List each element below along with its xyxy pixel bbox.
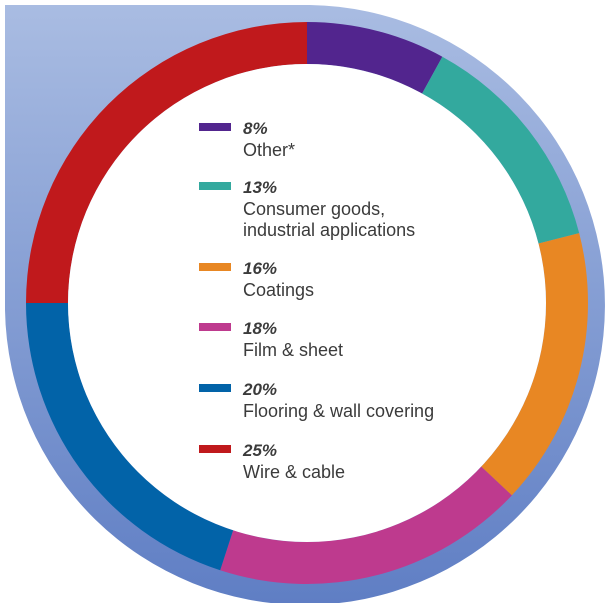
donut-slice <box>307 22 443 94</box>
donut-slice <box>26 303 234 571</box>
legend-swatch <box>199 323 231 331</box>
legend-swatch <box>199 445 231 453</box>
legend-label: Coatings <box>243 280 314 300</box>
legend-label: Flooring & wall covering <box>243 401 434 421</box>
legend-label: Film & sheet <box>243 340 343 360</box>
legend-label: industrial applications <box>243 220 415 240</box>
donut-slices <box>26 22 588 585</box>
legend-percent: 8% <box>243 119 268 138</box>
legend-swatch <box>199 123 231 131</box>
legend-swatch <box>199 263 231 271</box>
donut-slice <box>26 22 307 303</box>
legend-label: Other* <box>243 140 295 160</box>
legend-percent: 25% <box>242 441 277 460</box>
legend-swatch <box>199 384 231 392</box>
legend-label: Wire & cable <box>243 462 345 482</box>
donut-slice <box>220 466 512 585</box>
legend-percent: 18% <box>243 319 277 338</box>
legend-label: Consumer goods, <box>243 199 385 219</box>
legend: 8% Other* 13% Consumer goods,industrial app… <box>199 119 434 482</box>
legend-percent: 13% <box>243 178 277 197</box>
legend-percent: 16% <box>243 259 277 278</box>
donut-hole <box>68 64 546 542</box>
donut-slice <box>422 56 580 244</box>
legend-swatch <box>199 182 231 190</box>
legend-percent: 20% <box>242 380 277 399</box>
donut-slice <box>481 233 588 496</box>
